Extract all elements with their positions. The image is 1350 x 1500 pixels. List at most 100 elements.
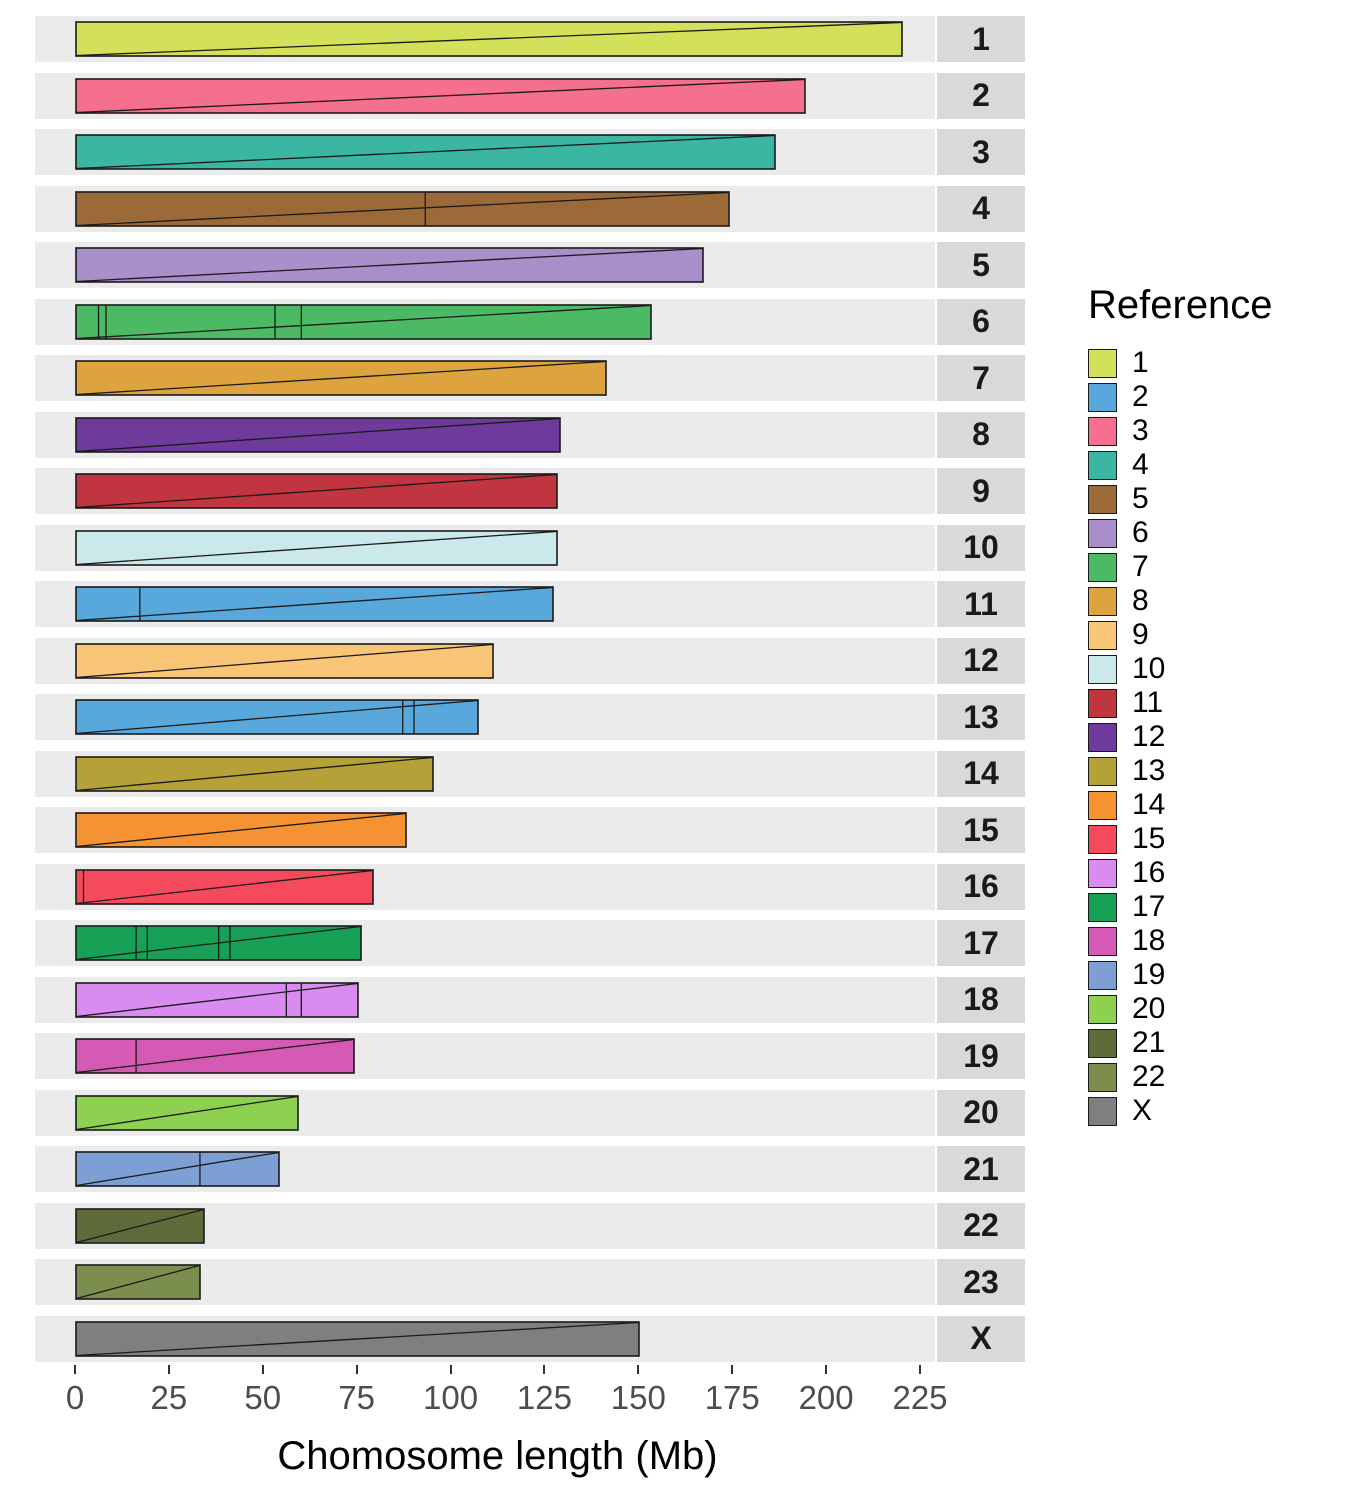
x-tick-label: 175 xyxy=(704,1378,760,1416)
legend-item: 7 xyxy=(1088,550,1273,584)
legend-swatch xyxy=(1088,484,1117,514)
legend-swatch xyxy=(1088,450,1117,480)
legend-item: 5 xyxy=(1088,482,1273,516)
legend-swatch xyxy=(1088,654,1117,684)
chromosome-bar xyxy=(75,473,558,509)
legend-item: 2 xyxy=(1088,380,1273,414)
x-tick xyxy=(637,1364,640,1374)
legend-item: 16 xyxy=(1088,856,1273,890)
chromosome-bar xyxy=(75,1264,201,1300)
facet-strip-label: 23 xyxy=(937,1259,1025,1305)
chromosome-bar xyxy=(75,1151,280,1187)
legend-item: 19 xyxy=(1088,958,1273,992)
legend-swatch xyxy=(1088,552,1117,582)
legend-item: 10 xyxy=(1088,652,1273,686)
chromosome-bar xyxy=(75,529,558,566)
legend-label: 10 xyxy=(1132,652,1166,685)
legend-label: 12 xyxy=(1132,720,1166,753)
x-tick xyxy=(355,1364,358,1374)
legend-swatch xyxy=(1088,790,1117,820)
legend-swatch xyxy=(1088,892,1117,922)
legend-item: 11 xyxy=(1088,686,1273,720)
legend-label: 22 xyxy=(1132,1060,1166,1093)
legend-swatch xyxy=(1088,858,1117,888)
legend-swatch xyxy=(1088,518,1117,548)
legend-swatch xyxy=(1088,620,1117,650)
x-tick xyxy=(919,1364,921,1374)
chromosome-bar xyxy=(75,812,407,848)
chromosome-bar xyxy=(75,360,607,396)
legend-items: 1 2 3 4 5 6 7 8 9 10 11 12 13 14 15 16 17 18 19 20 21 22 X xyxy=(1088,346,1273,1128)
legend-label: X xyxy=(1132,1094,1153,1127)
legend-label: 11 xyxy=(1132,686,1164,719)
facet-strip-label: 5 xyxy=(937,242,1025,288)
facet-strip-label: 1 xyxy=(937,16,1025,62)
facet-strip-label: 19 xyxy=(937,1033,1025,1079)
legend-item: 18 xyxy=(1088,924,1273,958)
x-tick-label: 150 xyxy=(610,1378,666,1416)
legend-swatch xyxy=(1088,756,1117,786)
legend-item: 13 xyxy=(1088,754,1273,788)
x-tick-label: 100 xyxy=(423,1378,479,1416)
chromosome-bar xyxy=(75,1320,640,1357)
legend-item: X xyxy=(1088,1094,1273,1128)
x-axis-title: Chomosome length (Mb) xyxy=(277,1433,718,1478)
x-tick-label: 50 xyxy=(244,1378,282,1416)
legend-item: 1 xyxy=(1088,346,1273,380)
facet-strip-label: X xyxy=(937,1315,1025,1362)
legend-swatch xyxy=(1088,1096,1117,1126)
x-tick-label: 75 xyxy=(338,1378,376,1416)
legend-item: 17 xyxy=(1088,890,1273,924)
chromosome-bar xyxy=(75,981,359,1018)
facet-strip-label: 10 xyxy=(937,524,1025,571)
legend-label: 16 xyxy=(1132,856,1166,889)
legend-item: 22 xyxy=(1088,1060,1273,1094)
chromosome-bar xyxy=(75,755,434,792)
facet-strip-label: 21 xyxy=(937,1146,1025,1192)
legend-label: 19 xyxy=(1132,958,1166,991)
x-tick-label: 25 xyxy=(150,1378,188,1416)
facet-strip-label: 17 xyxy=(937,920,1025,966)
legend-label: 6 xyxy=(1132,516,1149,549)
x-tick xyxy=(825,1364,828,1374)
x-tick xyxy=(167,1364,170,1374)
facet-strip-label: 13 xyxy=(937,694,1025,740)
legend-label: 20 xyxy=(1132,992,1166,1025)
legend-item: 15 xyxy=(1088,822,1273,856)
legend-label: 4 xyxy=(1132,448,1149,481)
facet-strip-label: 12 xyxy=(937,637,1025,684)
legend-label: 1 xyxy=(1132,346,1149,379)
chromosome-bar xyxy=(75,1038,355,1074)
legend-swatch xyxy=(1088,586,1117,616)
chromosome-bar xyxy=(75,416,561,453)
facet-strip-label: 6 xyxy=(937,298,1025,345)
legend-swatch xyxy=(1088,994,1117,1024)
facet-strip-label: 20 xyxy=(937,1089,1025,1136)
x-tick-label: 125 xyxy=(516,1378,572,1416)
facet-strip-label: 14 xyxy=(937,750,1025,797)
legend-item: 21 xyxy=(1088,1026,1273,1060)
chromosome-bar xyxy=(75,868,374,905)
legend-swatch xyxy=(1088,416,1117,446)
x-tick xyxy=(74,1364,76,1374)
chromosome-bar xyxy=(75,1094,299,1131)
legend-swatch xyxy=(1088,722,1117,752)
legend-label: 9 xyxy=(1132,618,1149,651)
x-tick xyxy=(543,1364,546,1374)
facet-strip-label: 8 xyxy=(937,411,1025,458)
legend-item: 9 xyxy=(1088,618,1273,652)
chromosome-bar xyxy=(75,642,494,679)
chromosome-bar xyxy=(75,190,730,227)
legend-item: 4 xyxy=(1088,448,1273,482)
chromosome-bar xyxy=(75,925,362,961)
chromosome-bar xyxy=(75,1207,205,1244)
facet-strip-label: 15 xyxy=(937,807,1025,853)
legend-label: 7 xyxy=(1132,550,1149,583)
legend-label: 15 xyxy=(1132,822,1166,855)
legend-label: 18 xyxy=(1132,924,1166,957)
facet-strip-label: 18 xyxy=(937,976,1025,1023)
legend-label: 17 xyxy=(1132,890,1166,923)
x-tick-label: 225 xyxy=(892,1378,948,1416)
facet-strip-label: 2 xyxy=(937,72,1025,119)
